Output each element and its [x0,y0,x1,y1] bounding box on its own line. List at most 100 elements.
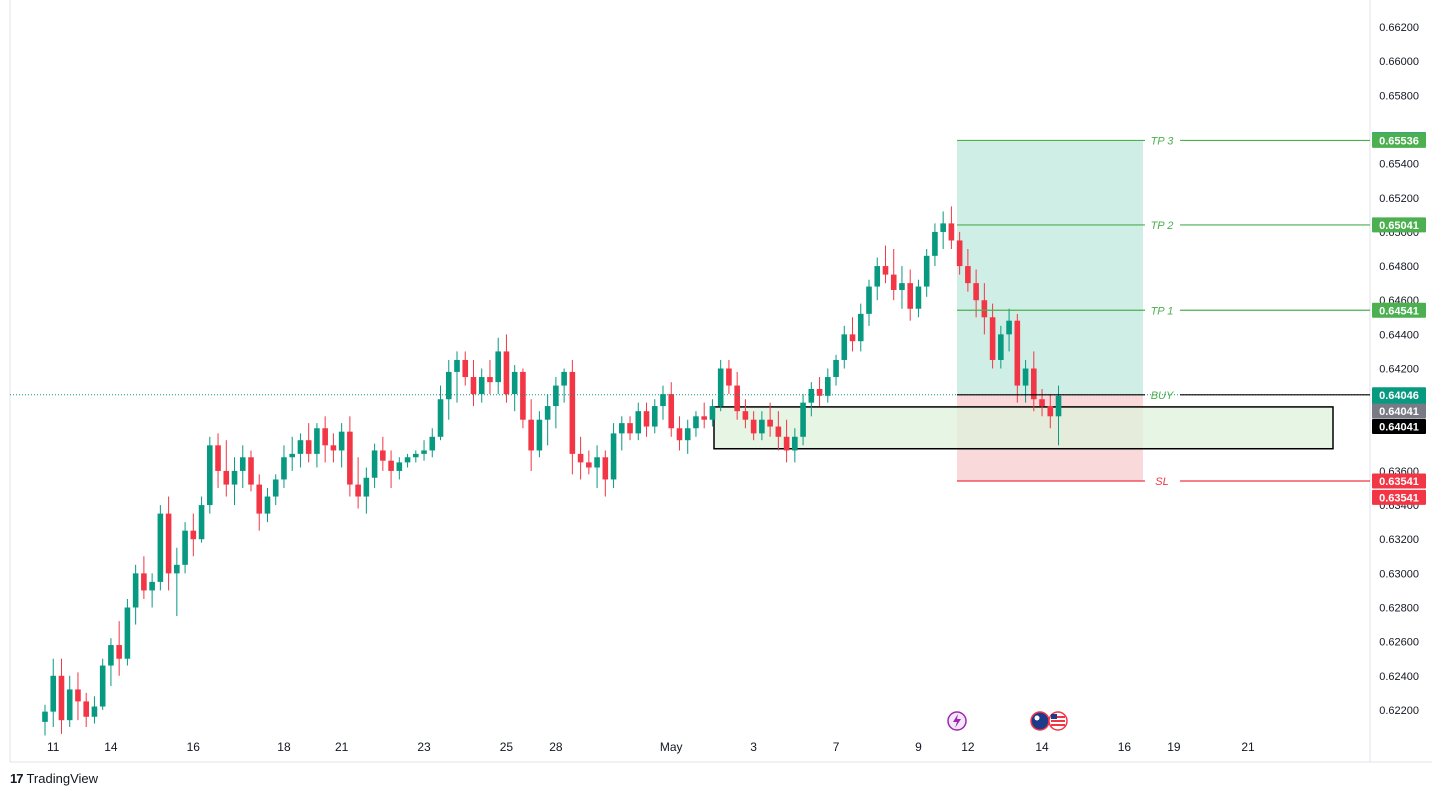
candle-body [989,317,996,360]
lightning-event-icon[interactable] [947,711,967,731]
candle [940,211,946,249]
candle [132,564,139,625]
candle [83,692,89,727]
candle-body [890,274,897,290]
time-tick-label[interactable]: May [660,740,683,754]
candle-body [413,453,419,458]
price-tick-label: 0.66000 [1379,56,1419,68]
candle [676,416,683,451]
candle [487,359,493,395]
candle-body [388,460,394,471]
candle-body [619,423,625,434]
candle-body [948,223,955,241]
flag-detail [1034,715,1040,721]
candle [1022,359,1029,403]
price-tag: 0.63541 [1372,473,1426,489]
time-tick-label[interactable]: 28 [549,740,563,754]
us-flag-icon[interactable] [1048,711,1068,731]
candle [998,325,1004,369]
time-tick-label[interactable]: 21 [1241,740,1255,754]
candle-body [404,457,411,463]
price-tag-bg [1372,489,1426,505]
candle [792,428,798,463]
candle-body [767,419,773,427]
price-tag: 0.64041 [1372,403,1426,419]
brand-logo[interactable]: 17 TradingView [10,771,98,786]
candle [66,675,73,727]
au-flag-icon[interactable] [1030,711,1050,731]
time-tick-label[interactable]: 9 [915,740,922,754]
tradingview-logo-icon: 17 [10,771,24,786]
price-tick-label: 0.64800 [1379,261,1419,273]
candle [767,402,773,437]
price-tick-label: 0.63200 [1379,534,1419,546]
events-layer[interactable] [947,711,1068,731]
candle-body [421,450,427,454]
profit-zone [957,140,1143,395]
candle-body [676,428,683,441]
candle [281,445,287,488]
time-tick-label[interactable]: 3 [750,740,757,754]
candle-body [198,505,205,540]
candle-body [536,419,543,451]
candle-body [314,428,320,454]
candle-body [965,266,971,284]
candle-body [478,377,485,395]
candle [726,359,732,395]
candle [495,337,501,395]
price-axis[interactable]: 0.66200 0.66000 0.65800 0.65400 0.65200 0.650… [1379,22,1419,717]
candle-body [940,223,946,232]
candle [272,474,279,506]
time-tick-label[interactable]: 25 [500,740,514,754]
time-tick-label[interactable]: 23 [417,740,431,754]
price-tick-label: 0.62600 [1379,637,1419,649]
candle-body [660,394,666,407]
level-tp-3: TP 3 [957,135,1370,147]
candle [503,334,510,403]
candle-body [800,402,806,437]
candle-body [66,689,73,721]
candle [610,423,617,488]
candle [445,359,452,420]
candle-body [124,607,131,659]
candle-body [882,266,889,275]
price-tag-text: 0.64541 [1379,305,1419,317]
candle-body [569,371,576,454]
candle [314,423,320,468]
candle-body [470,377,477,395]
candle [305,423,312,463]
time-tick-label[interactable]: 19 [1167,740,1181,754]
time-tick-label[interactable]: 11 [47,740,60,754]
price-tag-text: 0.63541 [1379,476,1419,488]
candle [437,385,444,441]
candle-body [932,231,938,256]
time-tick-label[interactable]: 12 [961,740,975,754]
time-axis[interactable]: 11 14 16 18 21 23 25 28 May 3 7 9 12 14 16 19 21 [47,740,1255,754]
candle-body [857,313,864,342]
time-tick-label[interactable]: 14 [1035,740,1049,754]
time-tick-label[interactable]: 7 [833,740,840,754]
candle-body [141,573,147,591]
candle [866,279,872,326]
candle [511,365,518,412]
lightning-shape [953,714,961,728]
candle-body [561,371,567,386]
time-tick-label[interactable]: 18 [277,740,291,754]
candle-body [923,255,930,287]
price-tick-label: 0.62200 [1379,705,1419,717]
time-tick-label[interactable]: 16 [1118,740,1132,754]
candle [816,377,823,407]
candle-body [272,479,279,497]
brand-name: TradingView [26,771,99,786]
candle [182,522,188,574]
candle-body [322,428,328,446]
candle [231,457,238,506]
candle [223,440,230,497]
candle-body [956,240,963,267]
time-tick-label[interactable]: 14 [104,740,118,754]
candle-body [256,484,263,514]
time-tick-label[interactable]: 21 [335,740,349,754]
candle-body [577,453,584,463]
time-tick-label[interactable]: 16 [187,740,201,754]
